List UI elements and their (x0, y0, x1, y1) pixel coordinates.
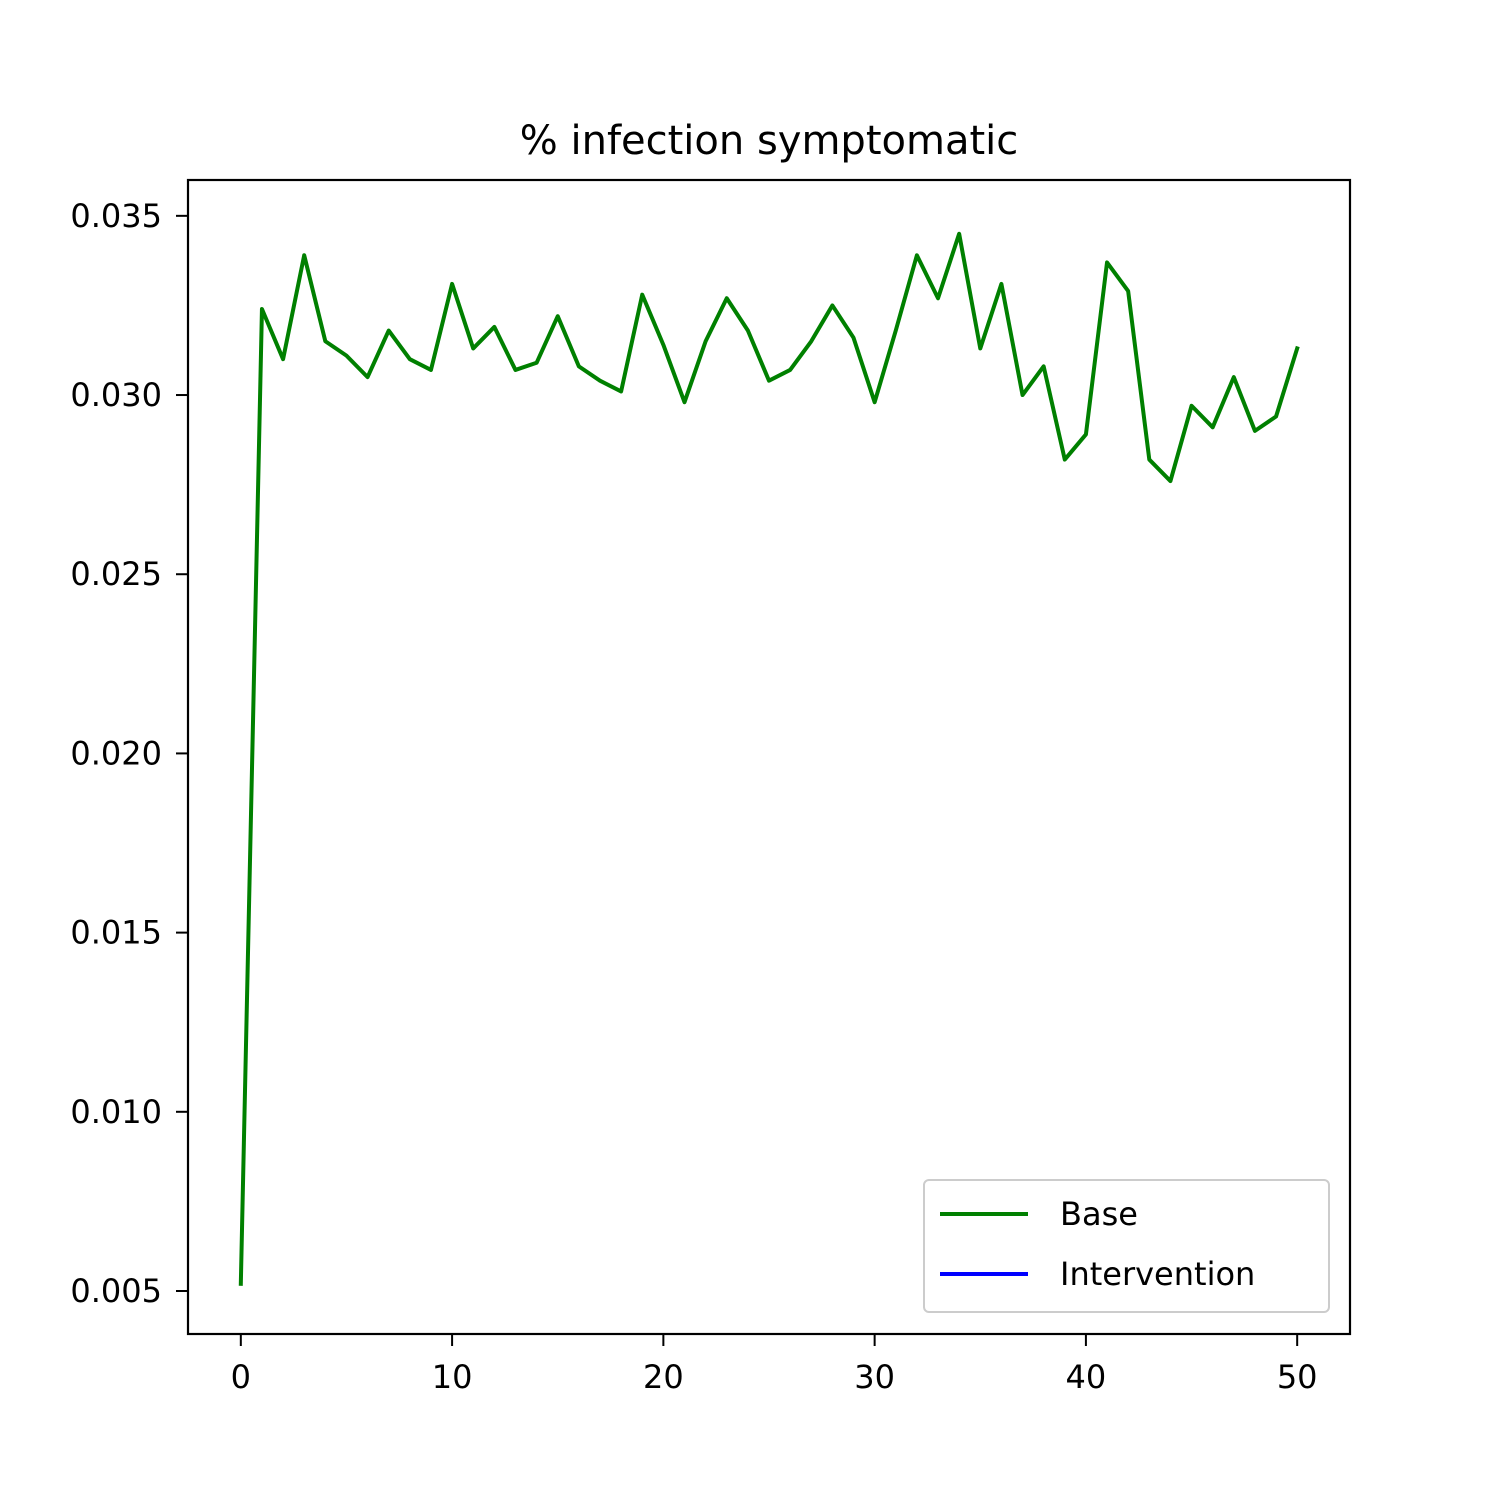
plot-frame (186, 178, 1352, 1336)
y-tick-label: 0.025 (70, 555, 162, 593)
legend-label-base: Base (1060, 1195, 1138, 1233)
legend: Base Intervention (923, 1179, 1330, 1313)
y-tick-label: 0.010 (70, 1093, 162, 1131)
y-tick-label: 0.015 (70, 914, 162, 952)
x-tick-label: 0 (231, 1358, 251, 1396)
y-tick-label: 0.035 (70, 197, 162, 235)
x-tick-label: 30 (854, 1358, 895, 1396)
x-tick-label: 20 (643, 1358, 684, 1396)
y-tick-label: 0.030 (70, 376, 162, 414)
series-layer (238, 231, 1300, 1286)
x-tick-label: 40 (1066, 1358, 1107, 1396)
axes-layer: 0.005 0.010 0.015 0.020 0.025 0.030 0.035 0 10 20… (70, 178, 1352, 1396)
y-tick-label: 0.020 (70, 734, 162, 772)
x-tick-label: 50 (1277, 1358, 1318, 1396)
x-tick-label: 10 (432, 1358, 473, 1396)
y-tick-label: 0.005 (70, 1272, 162, 1310)
legend-label-intervention: Intervention (1060, 1255, 1255, 1293)
chart-title: % infection symptomatic (520, 118, 1019, 164)
series-line-base (238, 231, 1300, 1286)
